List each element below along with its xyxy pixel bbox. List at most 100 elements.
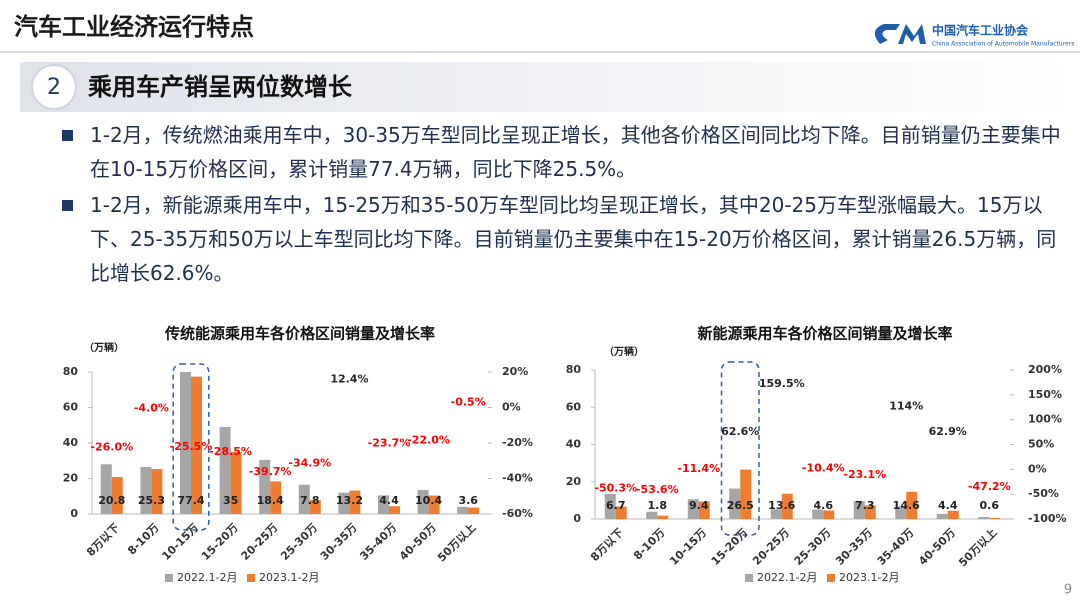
y2-tick-label: -100% — [1028, 512, 1067, 525]
growth-rate-label: -26.0% — [90, 441, 133, 454]
bullet-list: 1-2月，传统燃油乘用车中，30-35万车型同比呈现正增长，其他各价格区间同比均… — [62, 118, 1062, 292]
legend-swatch — [165, 574, 173, 582]
y-tick-label: 80 — [63, 365, 79, 378]
bar — [468, 507, 480, 514]
x-tick-label: 35-40万 — [875, 526, 917, 568]
bar — [698, 501, 710, 519]
bar — [457, 506, 469, 514]
x-tick-label: 10-15万 — [159, 521, 201, 563]
growth-rate-label: 114% — [889, 400, 923, 413]
logo-name-en: China Association of Automobile Manufact… — [932, 41, 1074, 48]
bar-value-label: 25.3 — [138, 494, 165, 507]
growth-rate-label: -34.9% — [288, 456, 331, 469]
bar — [378, 495, 389, 514]
y-tick-label: 0 — [70, 507, 78, 520]
bar-value-label: 7.8 — [300, 494, 320, 507]
bar-value-label: 18.4 — [257, 494, 284, 507]
section-band — [20, 62, 1080, 112]
y-tick-label: 80 — [566, 363, 582, 376]
bar-value-label: 1.8 — [648, 499, 668, 512]
logo-mark — [874, 24, 900, 44]
growth-rate-label: -0.5% — [451, 395, 486, 408]
bar — [853, 501, 865, 519]
legend-swatch — [827, 574, 835, 582]
bar-value-label: 0.6 — [980, 499, 1000, 512]
legend-label: 2023.1-2月 — [259, 571, 319, 584]
legend-swatch — [745, 574, 753, 582]
y2-tick-label: -50% — [1028, 487, 1059, 500]
bar — [100, 464, 112, 514]
growth-rate-label: -22.0% — [407, 434, 450, 447]
bar — [615, 506, 627, 519]
x-tick-label: 10-15万 — [667, 526, 709, 568]
x-tick-label: 40-50万 — [916, 526, 958, 568]
bar-value-label: 26.5 — [727, 499, 754, 512]
growth-rate-label: -10.4% — [802, 461, 845, 474]
y2-tick-label: 150% — [1028, 388, 1062, 401]
section-number: 2 — [47, 75, 61, 100]
y-tick-label: 60 — [566, 400, 582, 413]
bar — [604, 493, 616, 519]
x-tick-label: 50万以上 — [955, 525, 999, 569]
bar — [770, 509, 782, 519]
y2-tick-label: 200% — [1028, 363, 1062, 376]
bar — [219, 427, 231, 514]
section-badge — [31, 64, 77, 110]
y-tick-label: 0 — [573, 512, 581, 525]
y-tick-label: 20 — [63, 472, 79, 485]
growth-rate-label: -4.0% — [134, 402, 169, 415]
logo-name: 中国汽车工业协会 — [932, 23, 1029, 38]
bar-value-label: 20.8 — [98, 494, 125, 507]
bar — [823, 510, 835, 519]
legend-swatch — [247, 574, 255, 582]
bar — [309, 500, 321, 514]
y-axis-unit: （万辆） — [84, 341, 124, 354]
growth-rate-label: -23.7% — [368, 437, 411, 450]
bar — [906, 491, 918, 519]
bar — [729, 488, 741, 519]
bar — [417, 490, 429, 514]
legend-label: 2022.1-2月 — [177, 571, 237, 584]
x-tick-label: 15-20万 — [709, 526, 751, 568]
growth-rate-label: 159.5% — [759, 377, 805, 390]
x-tick-label: 15-20万 — [199, 521, 241, 563]
x-tick-label: 8万以下 — [588, 526, 626, 564]
bullet: 1-2月，传统燃油乘用车中，30-35万车型同比呈现正增长，其他各价格区间同比均… — [62, 118, 1062, 186]
highlight-box — [720, 361, 760, 536]
bar — [180, 372, 191, 514]
bar — [111, 477, 123, 514]
growth-rate-label: 12.4% — [330, 372, 368, 385]
bar — [140, 466, 152, 514]
y2-tick-label: -20% — [502, 436, 533, 449]
bar — [812, 509, 824, 519]
bar — [687, 499, 699, 519]
bar — [259, 459, 271, 514]
bar — [657, 515, 669, 519]
growth-rate-label: -53.6% — [636, 483, 679, 496]
bar-value-label: 4.6 — [814, 499, 834, 512]
bar — [895, 506, 907, 519]
bar — [864, 505, 876, 519]
bar-value-label: 6.7 — [606, 499, 626, 512]
x-tick-label: 50万以上 — [434, 520, 478, 564]
bar-value-label: 13.6 — [768, 499, 795, 512]
bar-value-label: 14.6 — [893, 499, 920, 512]
bar-value-label: 77.4 — [177, 494, 204, 507]
bar — [298, 484, 310, 514]
chart-title: 新能源乘用车各价格区间销量及增长率 — [697, 325, 952, 343]
bar-value-label: 7.3 — [855, 499, 875, 512]
x-tick-label: 20-25万 — [750, 526, 792, 568]
page-number: 9 — [1064, 583, 1072, 598]
bar — [936, 513, 948, 519]
highlight-box — [172, 363, 210, 531]
bar — [781, 493, 793, 519]
growth-rate-label: -28.5% — [209, 445, 252, 458]
bar-value-label: 13.2 — [336, 494, 363, 507]
bar — [349, 490, 361, 514]
bar — [191, 376, 202, 514]
bar — [740, 469, 752, 519]
bullet: 1-2月，新能源乘用车中，15-25万和35-50万车型同比均呈现正增长，其中2… — [62, 188, 1062, 290]
y-tick-label: 60 — [63, 401, 79, 414]
